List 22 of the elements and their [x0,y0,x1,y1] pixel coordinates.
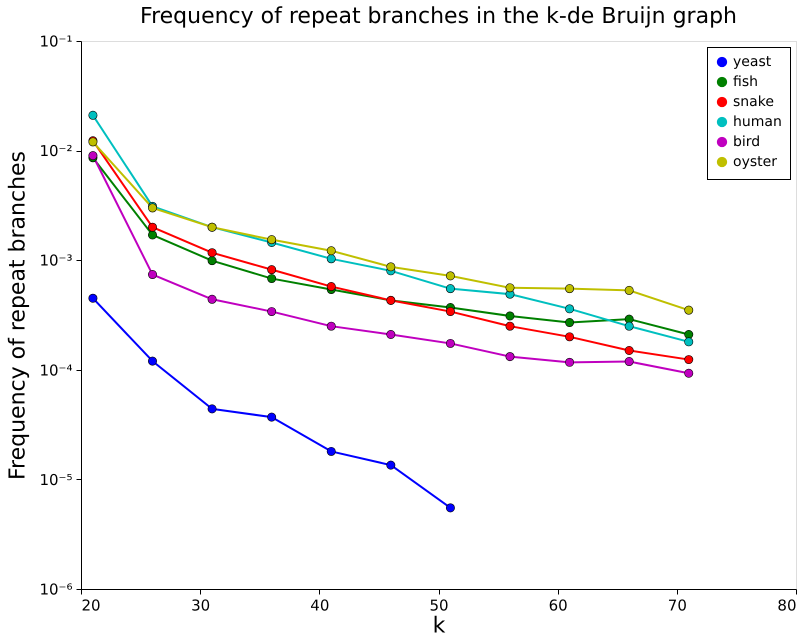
y-tick-label: 10⁻² [39,142,72,160]
y-tick-label: 10⁻⁴ [39,361,72,380]
legend-label: human [733,114,782,130]
legend-label: bird [733,134,760,150]
x-axis-title: k [432,614,446,638]
y-axis-title: Frequency of repeat branches [5,150,30,480]
legend-label: yeast [733,54,772,70]
legend-label: snake [733,94,774,110]
y-tick-label: 10⁻⁵ [39,470,72,489]
x-tick-label: 80 [777,596,796,614]
y-tick-label: 10⁻⁶ [39,580,72,598]
legend-label: fish [733,74,758,90]
legend-label: oyster [733,154,778,170]
x-tick-label: 50 [429,596,449,614]
x-tick-label: 30 [191,596,210,614]
x-tick-label: 60 [548,596,568,614]
x-tick-label: 70 [668,596,687,614]
y-tick-label: 10⁻¹ [39,32,72,50]
y-tick-label: 10⁻³ [39,252,72,270]
x-tick-label: 20 [82,596,101,614]
x-tick-label: 40 [310,596,330,614]
chart-title: Frequency of repeat branches in the k-de Bruijn graph [140,4,737,29]
